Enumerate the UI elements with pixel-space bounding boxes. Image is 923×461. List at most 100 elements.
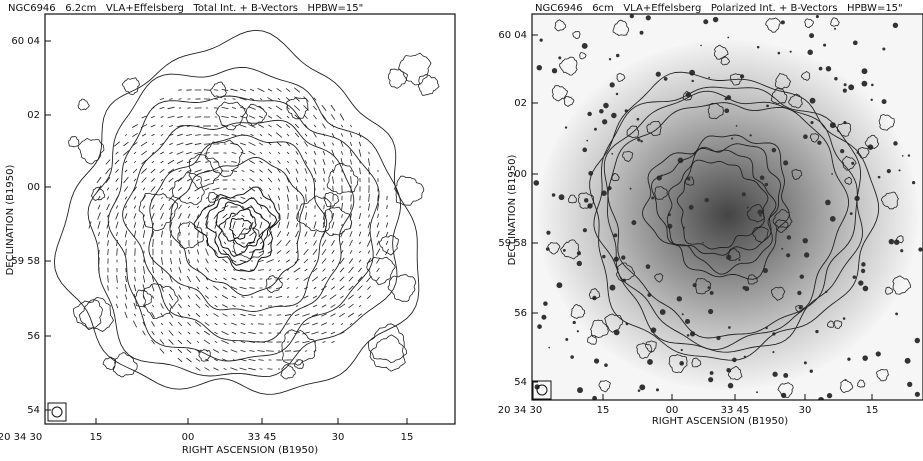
- b-vector: [117, 248, 118, 255]
- star: [602, 255, 605, 258]
- star: [539, 39, 542, 42]
- star: [609, 58, 611, 60]
- star: [862, 271, 864, 273]
- b-vector: [305, 186, 306, 191]
- b-vector: [259, 143, 263, 145]
- b-vector: [268, 279, 271, 280]
- b-vector: [276, 106, 282, 110]
- star: [882, 99, 887, 104]
- b-vector: [297, 195, 298, 201]
- b-vector: [204, 331, 210, 335]
- b-vector: [305, 231, 307, 236]
- b-vector: [177, 134, 183, 136]
- b-vector: [125, 284, 127, 292]
- b-vector: [314, 151, 316, 155]
- b-vector: [240, 314, 245, 315]
- b-vector: [135, 267, 136, 273]
- b-vector: [250, 89, 254, 91]
- b-vector: [248, 359, 255, 361]
- b-vector: [294, 268, 300, 272]
- b-vector: [223, 287, 227, 289]
- star: [749, 134, 751, 136]
- star: [647, 359, 653, 365]
- b-vector: [241, 306, 245, 307]
- b-vector: [205, 368, 210, 371]
- b-vector: [332, 222, 334, 229]
- b-vector: [169, 99, 172, 100]
- star: [651, 196, 654, 199]
- b-vector: [268, 178, 272, 183]
- b-vector: [215, 323, 218, 325]
- b-vector: [152, 213, 154, 219]
- b-vector: [368, 203, 369, 210]
- b-vector: [359, 242, 360, 244]
- star: [594, 128, 597, 131]
- b-vector: [248, 314, 255, 315]
- b-vector: [126, 240, 127, 245]
- b-vector: [377, 241, 379, 246]
- b-vector: [279, 204, 280, 211]
- star: [799, 306, 803, 310]
- star: [843, 89, 847, 93]
- b-vector: [205, 322, 209, 325]
- b-vector: [152, 134, 155, 136]
- b-vector: [323, 142, 325, 146]
- b-vector: [313, 240, 316, 245]
- b-vector: [144, 314, 145, 316]
- b-vector: [303, 323, 310, 325]
- star: [827, 393, 832, 398]
- b-vector: [108, 275, 109, 282]
- b-vector: [188, 269, 189, 271]
- star: [778, 52, 781, 55]
- b-vector: [152, 331, 155, 335]
- star: [599, 109, 604, 114]
- b-vector: [178, 340, 182, 344]
- star: [656, 72, 661, 77]
- b-vector: [296, 278, 299, 280]
- b-vector: [232, 251, 236, 253]
- b-vector: [359, 149, 361, 156]
- b-vector: [314, 260, 316, 262]
- b-vector: [304, 305, 308, 307]
- contour: [367, 257, 396, 284]
- star: [546, 231, 550, 235]
- b-vector: [286, 260, 289, 262]
- star: [819, 67, 823, 71]
- b-vector: [178, 322, 182, 326]
- b-vector: [169, 178, 174, 182]
- b-vector: [98, 221, 100, 228]
- b-vector: [205, 188, 209, 190]
- b-vector: [359, 260, 361, 263]
- b-vector: [98, 205, 100, 209]
- b-vector: [125, 206, 126, 208]
- b-vector: [161, 323, 162, 325]
- b-vector: [240, 260, 246, 261]
- b-vector: [302, 314, 309, 317]
- b-vector: [332, 176, 333, 183]
- b-vector: [204, 153, 209, 154]
- star: [565, 338, 568, 341]
- b-vector: [259, 161, 262, 163]
- b-vector: [213, 349, 219, 352]
- b-vector: [222, 107, 229, 108]
- b-vector: [286, 168, 289, 174]
- b-vector: [359, 251, 360, 253]
- b-vector: [313, 249, 317, 255]
- b-vector: [206, 287, 208, 289]
- b-vector: [223, 259, 228, 263]
- b-vector: [179, 286, 181, 289]
- b-vector: [350, 142, 351, 146]
- star: [710, 371, 714, 375]
- b-vector: [342, 214, 343, 218]
- b-vector: [179, 170, 182, 172]
- b-vector: [350, 250, 352, 253]
- b-vector: [305, 242, 306, 244]
- star: [899, 169, 901, 171]
- b-vector: [322, 259, 326, 264]
- star: [844, 83, 847, 86]
- b-vector: [169, 143, 172, 144]
- star: [907, 382, 912, 387]
- b-vector: [213, 368, 218, 371]
- star: [616, 93, 618, 95]
- b-vector: [332, 213, 333, 219]
